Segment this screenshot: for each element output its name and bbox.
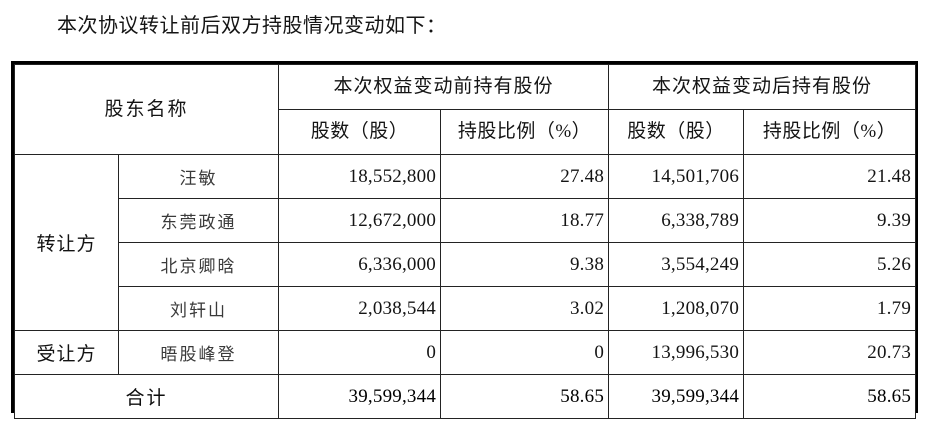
table-total-row: 合计 39,599,344 58.65 39,599,344 58.65 xyxy=(13,374,917,419)
shares-before-cell: 2,038,544 xyxy=(278,286,442,331)
shareholder-name-cell: 东莞政通 xyxy=(117,198,280,243)
ratio-before-cell: 27.48 xyxy=(440,154,610,199)
ratio-before-cell: 9.38 xyxy=(440,242,610,287)
header-row-sub: 股数（股） 持股比例（%） 股数（股） 持股比例（%） xyxy=(15,109,917,155)
shares-before-cell: 12,672,000 xyxy=(278,198,442,243)
header-ratio-after: 持股比例（%） xyxy=(743,109,917,155)
shareholder-name-cell: 汪敏 xyxy=(117,154,280,199)
ratio-after-cell: 1.79 xyxy=(743,286,917,331)
shareholder-name-cell: 刘轩山 xyxy=(117,286,280,331)
holding-change-table-container: 股东名称 本次权益变动前持有股份 本次权益变动后持有股份 股数（股） 持股比例（… xyxy=(11,61,918,419)
party-label-transferor: 转让方 xyxy=(14,154,119,331)
header-group-after: 本次权益变动后持有股份 xyxy=(608,64,917,110)
table-row: 转让方 汪敏 18,552,800 27.48 14,501,706 21.48 xyxy=(14,154,917,331)
header-shares-after: 股数（股） xyxy=(608,109,745,155)
header-ratio-before: 持股比例（%） xyxy=(440,109,610,155)
table-body: 转让方 汪敏 18,552,800 27.48 14,501,706 21.48… xyxy=(13,154,917,419)
shares-before-cell: 0 xyxy=(278,330,442,375)
ratio-after-cell: 9.39 xyxy=(743,198,917,243)
header-row-top: 股东名称 本次权益变动前持有股份 本次权益变动后持有股份 xyxy=(13,64,917,155)
shares-after-cell: 6,338,789 xyxy=(608,198,745,243)
header-shares-before: 股数（股） xyxy=(278,109,442,155)
shares-before-cell: 6,336,000 xyxy=(278,242,442,287)
shares-after-cell: 13,996,530 xyxy=(608,330,745,375)
ratio-after-cell: 21.48 xyxy=(743,154,917,199)
total-shares-before: 39,599,344 xyxy=(278,374,442,419)
header-group-before: 本次权益变动前持有股份 xyxy=(278,64,610,110)
holding-change-table: 股东名称 本次权益变动前持有股份 本次权益变动后持有股份 股数（股） 持股比例（… xyxy=(13,64,917,419)
total-ratio-before: 58.65 xyxy=(440,374,610,419)
table-row: 北京卿晗 6,336,000 9.38 3,554,249 5.26 xyxy=(15,242,917,287)
ratio-before-cell: 0 xyxy=(440,330,610,375)
shareholder-name-cell: 晤股峰登 xyxy=(117,330,280,375)
header-shareholder-name: 股东名称 xyxy=(13,64,280,155)
shares-after-cell: 14,501,706 xyxy=(608,154,745,199)
ratio-after-cell: 20.73 xyxy=(743,330,917,375)
ratio-before-cell: 3.02 xyxy=(440,286,610,331)
total-shares-after: 39,599,344 xyxy=(608,374,745,419)
table-row: 受让方 晤股峰登 0 0 13,996,530 20.73 xyxy=(14,330,917,375)
ratio-before-cell: 18.77 xyxy=(440,198,610,243)
shares-before-cell: 18,552,800 xyxy=(278,154,442,199)
table-row: 刘轩山 2,038,544 3.02 1,208,070 1.79 xyxy=(15,286,917,331)
total-ratio-after: 58.65 xyxy=(743,374,917,419)
party-label-transferee: 受让方 xyxy=(14,330,119,375)
shares-after-cell: 1,208,070 xyxy=(608,286,745,331)
total-label: 合计 xyxy=(13,374,280,419)
shareholder-name-cell: 北京卿晗 xyxy=(117,242,280,287)
page-title: 本次协议转让前后双方持股情况变动如下： xyxy=(57,15,447,37)
shares-after-cell: 3,554,249 xyxy=(608,242,745,287)
ratio-after-cell: 5.26 xyxy=(743,242,917,287)
table-header: 股东名称 本次权益变动前持有股份 本次权益变动后持有股份 股数（股） 持股比例（… xyxy=(13,64,917,155)
table-row: 东莞政通 12,672,000 18.77 6,338,789 9.39 xyxy=(15,198,917,243)
